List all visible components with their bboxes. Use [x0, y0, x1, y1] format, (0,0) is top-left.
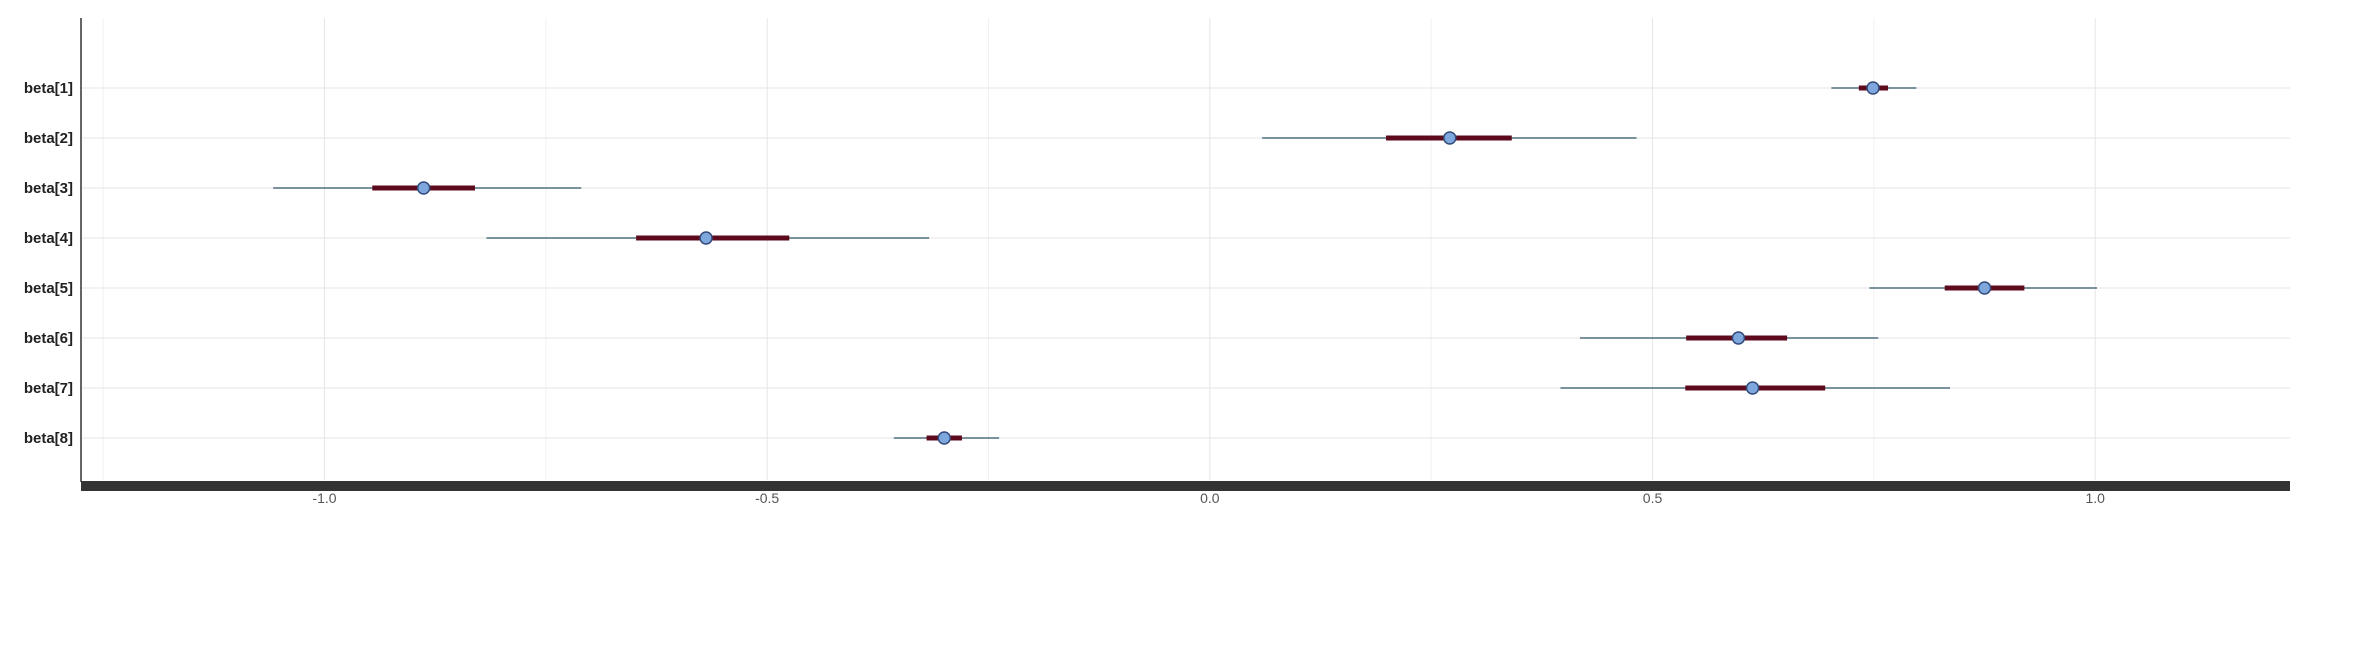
y-tick-label: beta[7] — [24, 380, 73, 397]
y-tick-label: beta[1] — [24, 80, 73, 97]
x-tick-label: -1.0 — [312, 490, 336, 506]
x-tick-label: 0.0 — [1200, 490, 1220, 506]
point-estimate — [699, 231, 713, 245]
point-estimate — [1443, 131, 1457, 145]
y-tick-label: beta[4] — [24, 230, 73, 247]
x-tick-label: 1.0 — [2085, 490, 2105, 506]
point-estimate — [1731, 331, 1746, 345]
point-estimate — [1745, 381, 1760, 395]
y-tick-label: beta[8] — [24, 430, 73, 447]
point-estimate — [1866, 81, 1880, 95]
x-tick-label: -0.5 — [755, 490, 779, 506]
point-estimate — [416, 181, 431, 195]
y-tick-label: beta[5] — [24, 280, 73, 297]
point-estimate — [937, 431, 951, 445]
y-tick-label: beta[3] — [24, 180, 73, 197]
x-tick-label: 0.5 — [1643, 490, 1663, 506]
y-tick-label: beta[2] — [24, 130, 73, 147]
y-tick-label: beta[6] — [24, 330, 73, 347]
x-axis-bar — [81, 481, 2290, 491]
point-estimate — [1977, 281, 1992, 295]
